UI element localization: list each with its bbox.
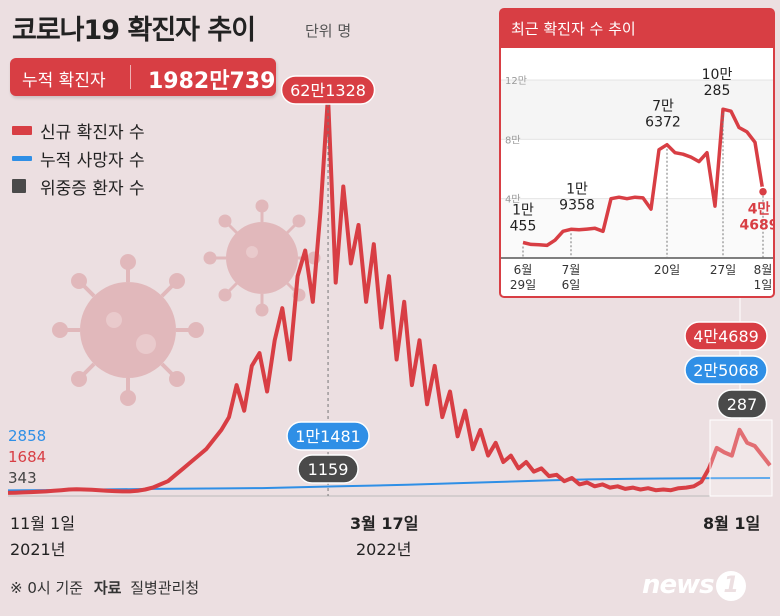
inset-chart: 최근 확진자 수 추이 4만 8만 12만 6월 29일 7월 6일 20일 27일 8월 1일 1만… — [499, 8, 775, 298]
data-label-end-cases-bg — [684, 321, 768, 351]
x-tick-label: 8월 — [754, 263, 773, 277]
chart-legend: 신규 확진자 수 누적 사망자 수 위중증 환자 수 — [12, 116, 145, 200]
footer: ※ 0시 기준 자료 질병관리청 — [10, 577, 199, 598]
series-line-cases — [7, 94, 772, 495]
legend-swatch-critical — [12, 179, 26, 193]
start-deaths-label: 2858 — [8, 427, 47, 445]
data-label-end-deaths: 2만5068 — [693, 361, 759, 380]
point-label: 9358 — [559, 197, 595, 213]
x-tick-sublabel: 2021년 — [10, 540, 66, 559]
news1-logo: news 1 — [642, 570, 746, 601]
virus-icon-small — [203, 199, 321, 317]
total-cases-box: 누적 확진자 1982만739 — [10, 58, 276, 96]
inset-end-marker — [757, 186, 769, 197]
point-label: 1만 — [512, 202, 534, 218]
legend-item-critical: 위중증 환자 수 — [12, 172, 145, 200]
total-cases-label: 누적 확진자 — [22, 71, 106, 91]
data-label-peak-cases-bg — [280, 75, 376, 105]
y-tick-label: 12만 — [505, 75, 527, 87]
legend-label-critical: 위중증 환자 수 — [40, 178, 145, 199]
point-label: 7만 — [652, 99, 674, 115]
y-tick-label: 8만 — [505, 134, 521, 146]
x-tick-label: 11월 1일 — [10, 514, 76, 533]
start-critical-label: 343 — [8, 469, 37, 487]
x-tick-sublabel: 2022년 — [356, 540, 412, 559]
page-title: 코로나19 확진자 추이 — [12, 15, 256, 46]
data-label-end-critical-bg — [716, 389, 768, 419]
legend-item-deaths: 누적 사망자 수 — [12, 144, 145, 172]
logo-text: news — [642, 570, 715, 600]
total-cases-value: 1982만739 — [148, 69, 276, 94]
x-tick-label: 29일 — [510, 278, 536, 292]
data-label-peak-critical: 1159 — [308, 460, 349, 479]
grid-band — [501, 80, 773, 140]
legend-label-cases: 신규 확진자 수 — [40, 122, 145, 143]
inset-title: 최근 확진자 수 추이 — [501, 10, 773, 48]
x-tick-label: 7월 — [562, 263, 581, 277]
footer-source-label: 자료 — [93, 579, 122, 597]
point-label: 1만 — [566, 181, 588, 197]
data-label-end-cases: 4만4689 — [693, 327, 759, 346]
x-tick-label: 6일 — [562, 278, 581, 292]
logo-mark: 1 — [715, 570, 746, 601]
virus-icon-large — [52, 254, 204, 406]
legend-swatch-cases — [12, 125, 32, 135]
x-tick-label: 1일 — [754, 278, 773, 292]
y-tick-label: 4만 — [505, 194, 521, 206]
data-label-peak-cases: 62만1328 — [290, 81, 366, 100]
legend-swatch-deaths — [12, 155, 32, 161]
unit-label: 단위 명 — [305, 22, 352, 40]
data-label-end-deaths-bg — [684, 355, 768, 385]
x-tick-label: 3월 17일 — [350, 514, 419, 533]
legend-label-deaths: 누적 사망자 수 — [40, 150, 145, 171]
data-label-end-critical: 287 — [727, 395, 758, 414]
x-tick-label: 20일 — [654, 263, 680, 277]
recent-highlight — [709, 419, 773, 497]
virus-illustrations — [52, 199, 321, 406]
x-tick-label: 27일 — [710, 263, 736, 277]
data-label-peak-deaths: 1만1481 — [295, 427, 361, 446]
x-tick-label: 8월 1일 — [703, 514, 761, 533]
point-label: 6372 — [645, 115, 681, 131]
total-cases-divider — [130, 65, 131, 89]
inset-series-line — [522, 107, 765, 248]
start-value-labels: 2858 1684 343 — [8, 426, 46, 489]
start-cases-label: 1684 — [8, 448, 47, 466]
footer-note: ※ 0시 기준 — [10, 579, 84, 597]
legend-item-cases: 신규 확진자 수 — [12, 116, 145, 144]
point-label: 285 — [704, 83, 731, 99]
grid-band — [501, 198, 773, 258]
x-tick-label: 6월 — [514, 263, 533, 277]
footer-source: 질병관리청 — [130, 579, 200, 597]
data-label-peak-critical-bg — [297, 454, 359, 484]
data-label-peak-deaths-bg — [286, 421, 370, 451]
point-label: 455 — [510, 218, 537, 234]
point-label: 4689 — [740, 218, 773, 234]
point-label: 4만 — [748, 202, 771, 218]
point-label: 10만 — [702, 67, 733, 83]
